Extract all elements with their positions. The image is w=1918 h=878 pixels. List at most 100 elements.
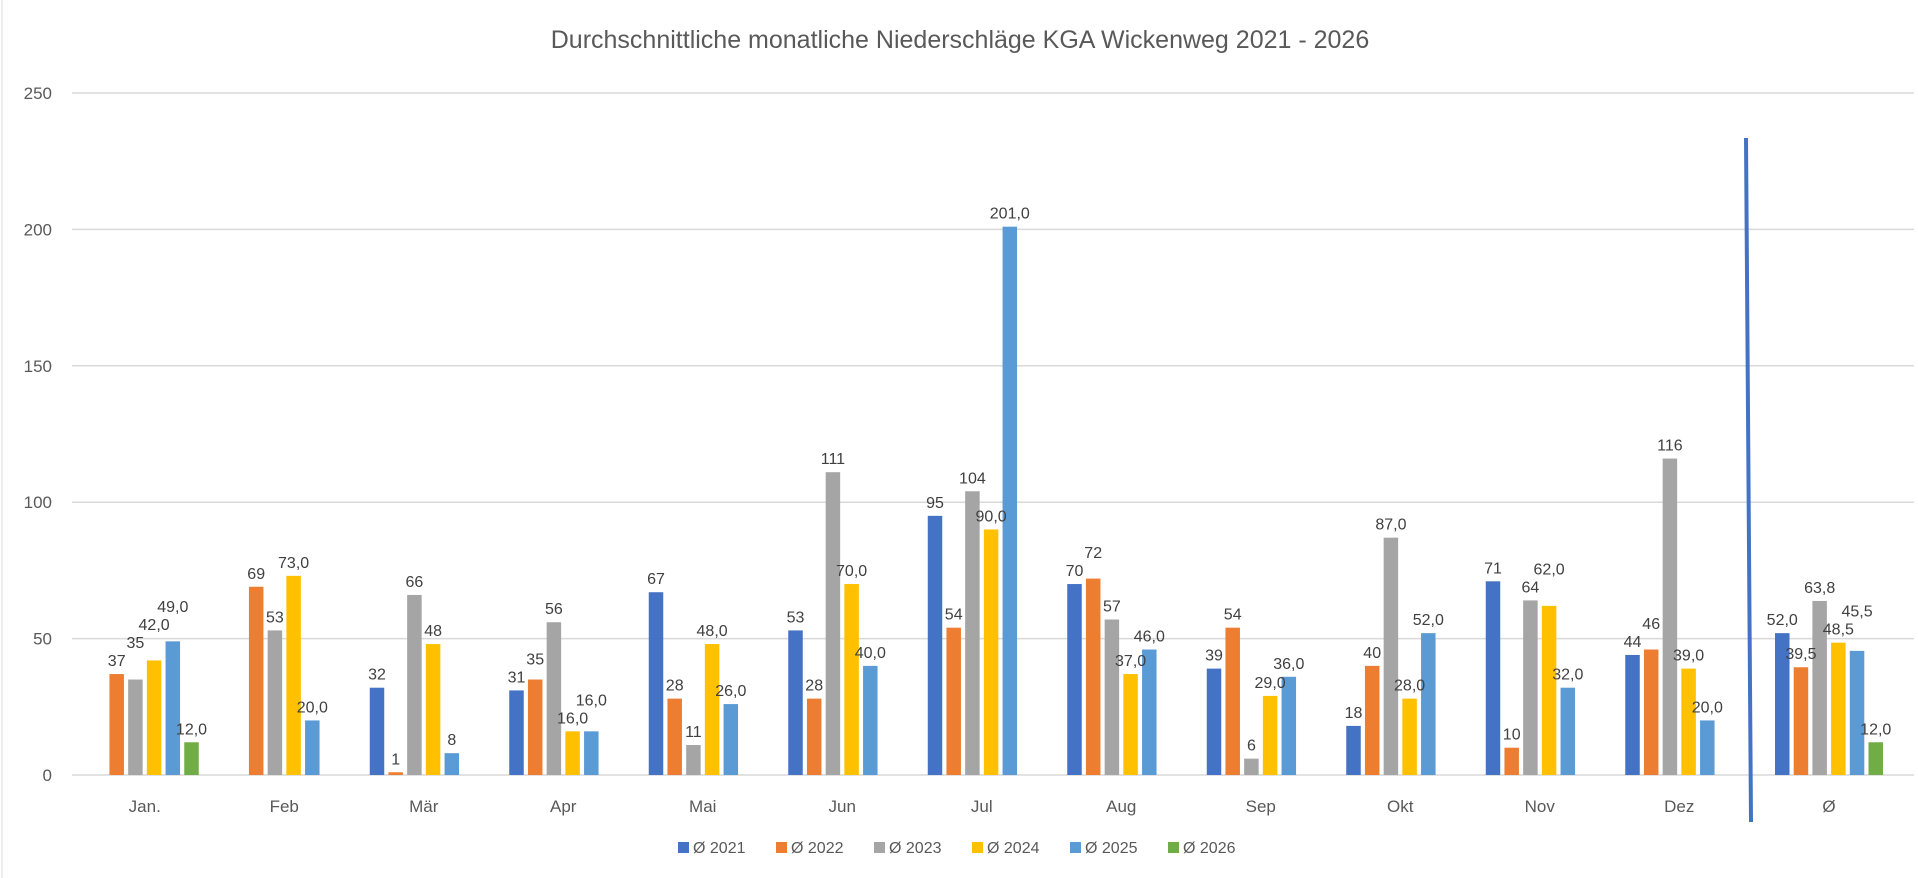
bar-2025-6 — [1002, 226, 1018, 775]
x-tick-label: Apr — [550, 797, 577, 816]
legend-label: Ø 2026 — [1183, 840, 1236, 857]
data-label: 32,0 — [1552, 667, 1583, 684]
legend-swatch — [678, 842, 689, 853]
data-label: 6 — [1247, 738, 1256, 755]
bar-2025-8 — [1281, 676, 1297, 775]
bar-2023-7 — [1104, 619, 1120, 775]
bar-2021-12 — [1775, 633, 1790, 775]
bar-2024-2 — [425, 644, 441, 775]
bar-2022-2 — [388, 772, 403, 775]
bar-2025-10 — [1560, 687, 1576, 775]
data-label: 95 — [926, 495, 944, 512]
bar-2022-12 — [1793, 667, 1809, 775]
bar-2026-12 — [1868, 742, 1883, 775]
bar-2023-1 — [267, 630, 283, 775]
data-label: 70 — [1066, 563, 1084, 580]
data-label: 16,0 — [576, 692, 607, 709]
x-tick-label: Okt — [1387, 797, 1414, 816]
data-label: 40 — [1363, 645, 1381, 662]
data-label: 44 — [1624, 634, 1642, 651]
data-label: 42,0 — [139, 617, 170, 634]
data-label: 31 — [508, 669, 526, 686]
bar-2022-6 — [946, 627, 961, 775]
bar-2023-6 — [965, 491, 980, 775]
data-label: 70,0 — [836, 563, 867, 580]
data-label: 12,0 — [1860, 721, 1891, 738]
bar-2023-0 — [128, 679, 143, 775]
bar-2021-4 — [648, 592, 664, 775]
data-label: 39,0 — [1673, 648, 1704, 665]
data-label: 90,0 — [976, 508, 1007, 525]
data-label: 48 — [424, 623, 442, 640]
bar-2025-4 — [723, 704, 739, 775]
data-label: 37,0 — [1115, 653, 1146, 670]
data-label: 18 — [1345, 705, 1363, 722]
data-label: 57 — [1103, 599, 1121, 616]
data-label: 46,0 — [1134, 629, 1165, 646]
data-label: 56 — [545, 601, 563, 618]
bar-2024-6 — [983, 529, 999, 775]
bar-2024-12 — [1831, 642, 1846, 775]
bar-2025-9 — [1421, 633, 1436, 775]
bar-2022-9 — [1364, 665, 1380, 775]
chart-title: Durchschnittliche monatliche Niederschlä… — [551, 26, 1369, 54]
data-label: 63,8 — [1804, 580, 1835, 597]
bar-2021-9 — [1346, 725, 1361, 775]
data-label: 54 — [945, 607, 963, 624]
data-label: 29,0 — [1255, 675, 1286, 692]
x-axis-ticks: Jan. Feb Mär Apr Mai Jun Jul Aug Sep Okt Nov Dez Ø — [129, 797, 1836, 816]
data-label: 1 — [391, 751, 400, 768]
data-label: 201,0 — [990, 206, 1030, 223]
bar-2021-8 — [1206, 668, 1222, 775]
data-label: 45,5 — [1841, 604, 1872, 621]
bar-2024-8 — [1262, 695, 1278, 775]
bar-2022-7 — [1085, 578, 1101, 775]
legend-swatch — [776, 842, 787, 853]
data-label: 52,0 — [1413, 612, 1444, 629]
bar-2024-1 — [286, 575, 301, 775]
x-tick-label: Ø — [1822, 797, 1835, 816]
data-label: 87,0 — [1375, 517, 1406, 534]
data-label: 20,0 — [1692, 699, 1723, 716]
legend-swatch — [1070, 842, 1081, 853]
y-axis-ticks: 0 50 100 150 200 250 — [24, 84, 52, 785]
data-label: 16,0 — [557, 710, 588, 727]
bar-2025-5 — [863, 665, 878, 775]
x-tick-label: Jul — [971, 797, 993, 816]
y-tick-label: 50 — [33, 630, 52, 649]
x-tick-label: Dez — [1664, 797, 1694, 816]
data-label: 69 — [247, 566, 265, 583]
bar-2024-9 — [1402, 698, 1417, 775]
bar-2025-2 — [444, 753, 460, 775]
data-label: 67 — [647, 571, 665, 588]
data-label: 53 — [266, 609, 284, 626]
y-tick-label: 250 — [24, 84, 52, 103]
bar-2022-4 — [667, 698, 682, 775]
bar-2023-2 — [407, 594, 422, 775]
x-tick-label: Jun — [829, 797, 856, 816]
data-label: 54 — [1224, 607, 1242, 624]
bars — [109, 226, 1883, 775]
bar-2022-10 — [1504, 747, 1519, 775]
data-label: 10 — [1503, 727, 1521, 744]
bar-2024-11 — [1681, 668, 1696, 775]
legend-label: Ø 2022 — [791, 840, 844, 857]
bar-2022-8 — [1225, 627, 1240, 775]
legend-swatch — [1168, 842, 1179, 853]
data-label: 28,0 — [1394, 678, 1425, 695]
bar-2025-1 — [305, 720, 320, 775]
bar-2023-4 — [686, 744, 701, 775]
bar-2021-6 — [927, 515, 943, 775]
data-label: 116 — [1657, 438, 1683, 455]
data-label: 12,0 — [176, 721, 207, 738]
bar-2024-3 — [565, 731, 580, 775]
data-label: 48,5 — [1823, 622, 1854, 639]
y-tick-label: 100 — [24, 493, 52, 512]
bar-2022-3 — [527, 679, 543, 775]
legend-label: Ø 2021 — [693, 840, 746, 857]
x-tick-label: Sep — [1246, 797, 1276, 816]
data-label: 32 — [368, 667, 386, 684]
data-label: 64 — [1522, 579, 1540, 596]
bar-2023-9 — [1383, 537, 1399, 775]
